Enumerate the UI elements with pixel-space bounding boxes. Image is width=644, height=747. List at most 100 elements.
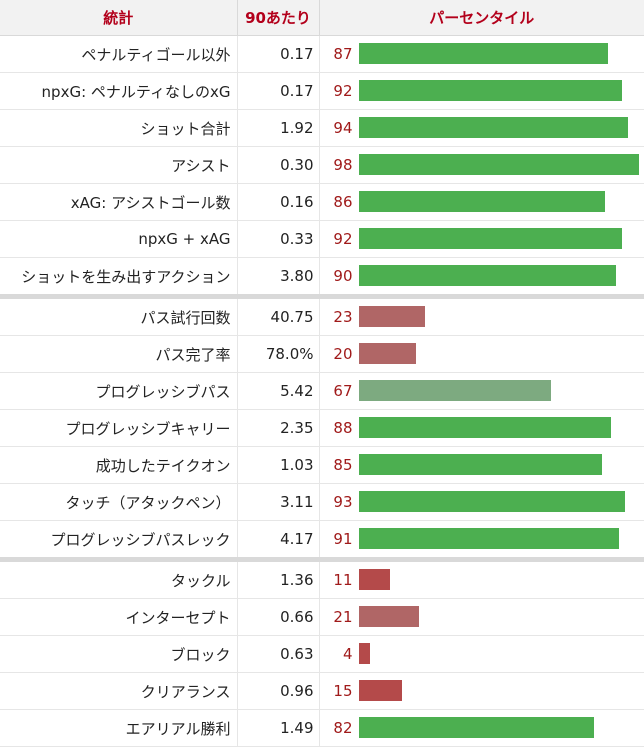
percentile-cell: 98: [319, 146, 644, 184]
percentile-bar: [358, 417, 611, 438]
stat-name: 成功したテイクオン: [0, 446, 238, 484]
percentile-value: 20: [333, 345, 353, 363]
per90-value: 40.75: [237, 294, 320, 336]
percentile-bar: [358, 491, 625, 512]
percentile-bar: [358, 43, 608, 64]
percentile-value: 11: [333, 571, 353, 589]
stat-name: npxG: ペナルティなしのxG: [0, 72, 238, 110]
percentile-cell: 4: [319, 635, 644, 673]
percentile-cell: 93: [319, 483, 644, 521]
table-row: プログレッシブキャリー 2.35 88: [0, 409, 644, 447]
percentile-value: 4: [342, 645, 353, 663]
stat-name: プログレッシブパス: [0, 372, 238, 410]
stat-name: ペナルティゴール以外: [0, 35, 238, 73]
percentile-cell: 91: [319, 520, 644, 560]
percentile-bar: [358, 528, 619, 549]
percentile-value: 90: [333, 267, 353, 285]
table-row: タックル 1.36 11: [0, 557, 644, 599]
table-row: ブロック 0.63 4: [0, 635, 644, 673]
percentile-bar: [358, 643, 370, 664]
per90-value: 3.80: [237, 257, 320, 297]
percentile-value: 86: [333, 193, 353, 211]
table-row: ショット合計 1.92 94: [0, 109, 644, 147]
percentile-bar: [358, 380, 551, 401]
percentile-value: 98: [333, 156, 353, 174]
column-header-stat[interactable]: 統計: [0, 0, 238, 36]
stat-name: クリアランス: [0, 672, 238, 710]
per90-value: 3.11: [237, 483, 320, 521]
percentile-value: 85: [333, 456, 353, 474]
percentile-cell: 86: [319, 183, 644, 221]
percentile-bar: [358, 80, 622, 101]
percentile-bar: [358, 343, 416, 364]
percentile-value: 67: [333, 382, 353, 400]
stat-name: タックル: [0, 557, 238, 599]
stat-name: インターセプト: [0, 598, 238, 636]
per90-value: 1.92: [237, 109, 320, 147]
per90-value: 1.36: [237, 557, 320, 599]
percentile-value: 87: [333, 45, 353, 63]
stat-name: ブロック: [0, 635, 238, 673]
per90-value: 1.03: [237, 446, 320, 484]
stat-name: パス試行回数: [0, 294, 238, 336]
table-row: ペナルティゴール以外 0.17 87: [0, 35, 644, 73]
percentile-bar: [358, 265, 616, 286]
per90-value: 4.17: [237, 520, 320, 560]
percentile-cell: 87: [319, 35, 644, 73]
table-row: パス完了率 78.0% 20: [0, 335, 644, 373]
percentile-value: 94: [333, 119, 353, 137]
percentile-cell: 15: [319, 672, 644, 710]
column-header-percentile[interactable]: パーセンタイル: [319, 0, 644, 36]
per90-value: 0.16: [237, 183, 320, 221]
table-row: 成功したテイクオン 1.03 85: [0, 446, 644, 484]
per90-value: 0.63: [237, 635, 320, 673]
percentile-value: 82: [333, 719, 353, 737]
table-row: xAG: アシストゴール数 0.16 86: [0, 183, 644, 221]
percentile-value: 23: [333, 308, 353, 326]
percentile-cell: 90: [319, 257, 644, 297]
table-row: npxG + xAG 0.33 92: [0, 220, 644, 258]
per90-value: 0.66: [237, 598, 320, 636]
table-body: ペナルティゴール以外 0.17 87 npxG: ペナルティなしのxG 0.17 92 ショ…: [0, 35, 644, 747]
percentile-value: 93: [333, 493, 353, 511]
stat-name: xAG: アシストゴール数: [0, 183, 238, 221]
table-row: アシスト 0.30 98: [0, 146, 644, 184]
percentile-bar: [358, 569, 390, 590]
per90-value: 0.33: [237, 220, 320, 258]
stat-name: アシスト: [0, 146, 238, 184]
percentile-value: 21: [333, 608, 353, 626]
percentile-bar: [358, 454, 602, 475]
stat-name: プログレッシブキャリー: [0, 409, 238, 447]
percentile-cell: 21: [319, 598, 644, 636]
percentile-cell: 88: [319, 409, 644, 447]
stat-name: パス完了率: [0, 335, 238, 373]
per90-value: 0.17: [237, 72, 320, 110]
stat-name: ショット合計: [0, 109, 238, 147]
percentile-cell: 11: [319, 557, 644, 599]
percentile-cell: 94: [319, 109, 644, 147]
percentile-bar: [358, 117, 628, 138]
stat-name: プログレッシブパスレック: [0, 520, 238, 560]
per90-value: 0.30: [237, 146, 320, 184]
per90-value: 5.42: [237, 372, 320, 410]
percentile-value: 91: [333, 530, 353, 548]
percentile-bar: [358, 606, 419, 627]
column-header-per90[interactable]: 90あたり: [237, 0, 320, 36]
table-row: npxG: ペナルティなしのxG 0.17 92: [0, 72, 644, 110]
percentile-bar: [358, 717, 594, 738]
table-header-row: 統計 90あたり パーセンタイル: [0, 0, 644, 36]
per90-value: 0.17: [237, 35, 320, 73]
table-row: プログレッシブパスレック 4.17 91: [0, 520, 644, 560]
percentile-cell: 23: [319, 294, 644, 336]
percentile-cell: 92: [319, 220, 644, 258]
percentile-bar: [358, 306, 425, 327]
percentile-bar: [358, 228, 622, 249]
per90-value: 0.96: [237, 672, 320, 710]
per90-value: 78.0%: [237, 335, 320, 373]
percentile-value: 88: [333, 419, 353, 437]
table-row: インターセプト 0.66 21: [0, 598, 644, 636]
percentile-bar: [358, 154, 639, 175]
table-row: クリアランス 0.96 15: [0, 672, 644, 710]
percentile-value: 15: [333, 682, 353, 700]
percentile-bar: [358, 191, 605, 212]
